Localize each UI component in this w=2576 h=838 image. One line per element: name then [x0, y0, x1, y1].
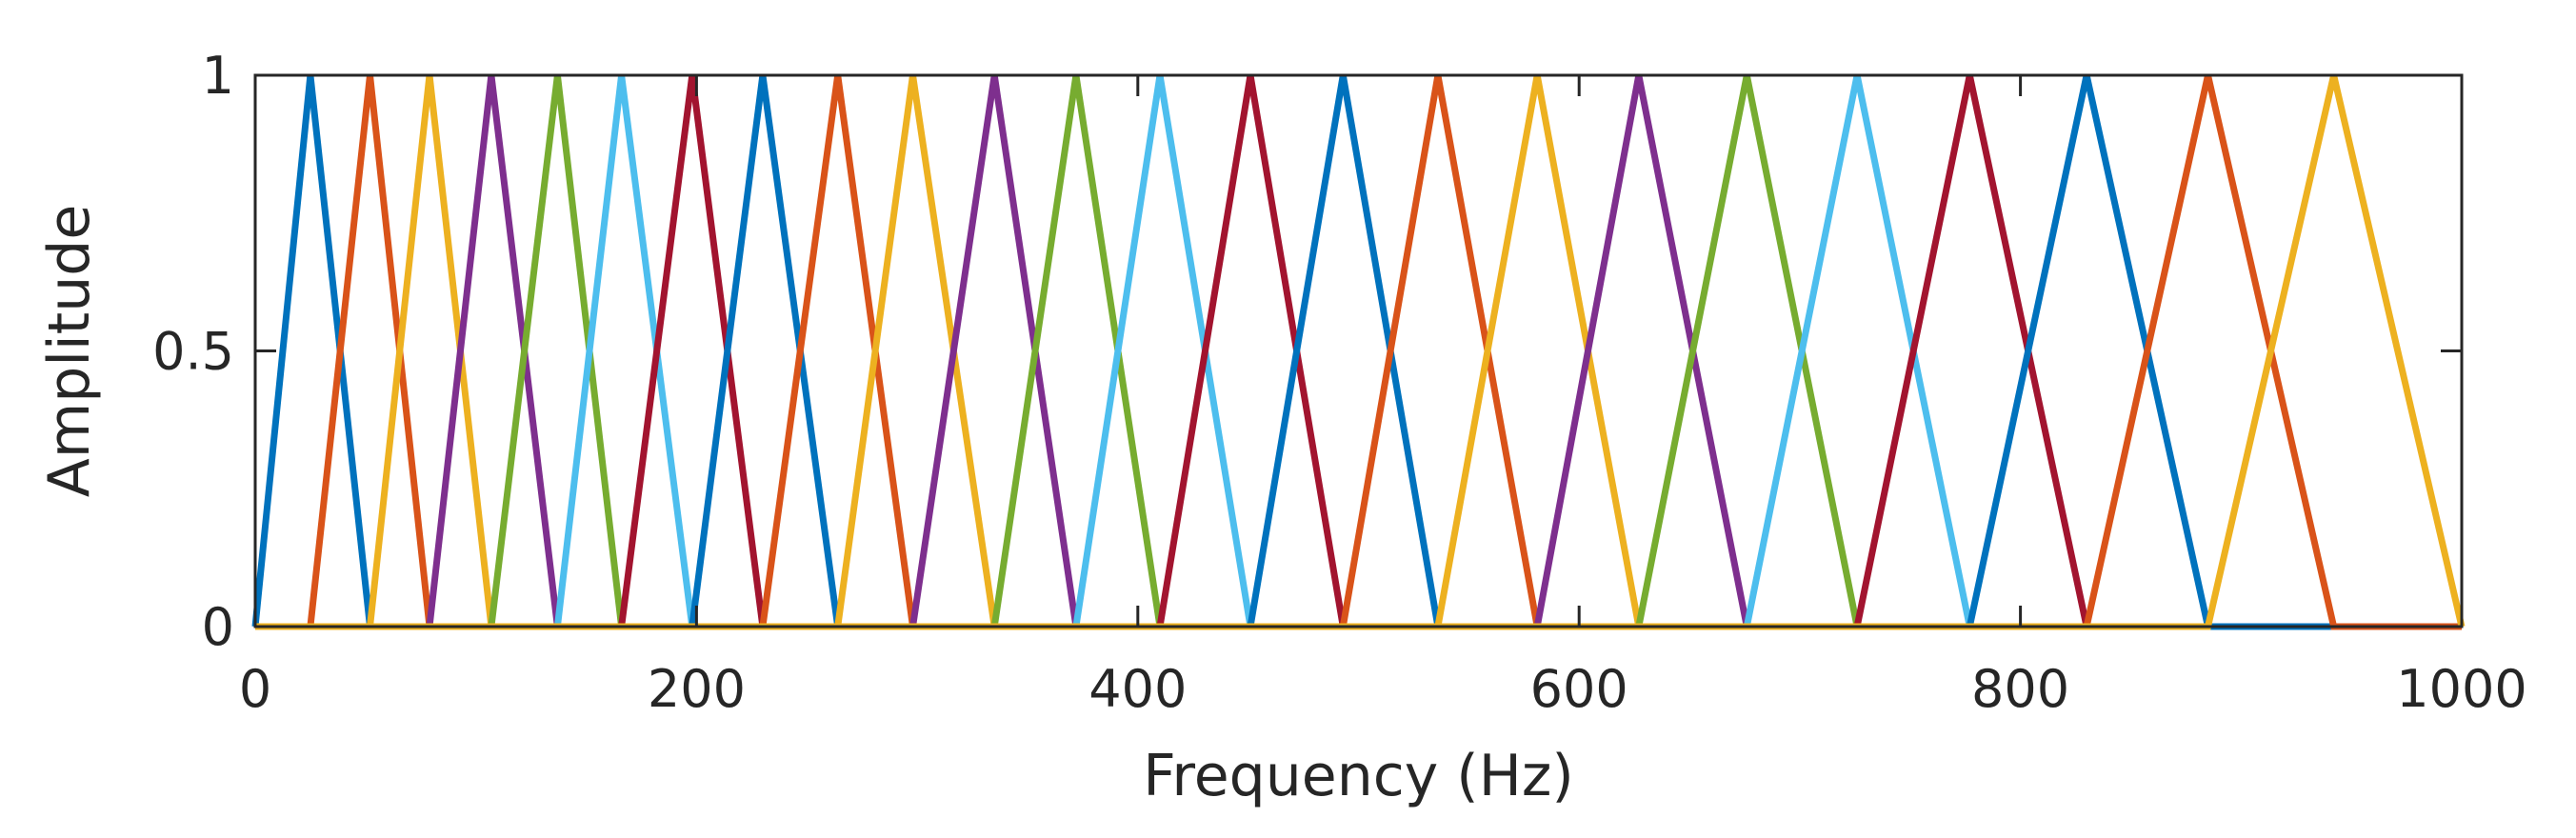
- x-tick-label: 0: [239, 659, 271, 719]
- y-tick-label: 1: [202, 46, 234, 106]
- x-tick-label: 1000: [2396, 659, 2526, 719]
- x-tick-label: 400: [1088, 659, 1187, 719]
- x-axis-title: Frequency (Hz): [1143, 743, 1573, 809]
- x-tick-label: 600: [1530, 659, 1628, 719]
- y-tick-label: 0.5: [152, 322, 234, 382]
- tick-layer: 0 200 400 600 800 1000 0 0.5 1: [152, 46, 2527, 719]
- y-axis-title: Amplitude: [36, 205, 103, 497]
- x-tick-label: 800: [1971, 659, 2069, 719]
- x-tick-label: 200: [648, 659, 746, 719]
- y-tick-label: 0: [202, 597, 234, 657]
